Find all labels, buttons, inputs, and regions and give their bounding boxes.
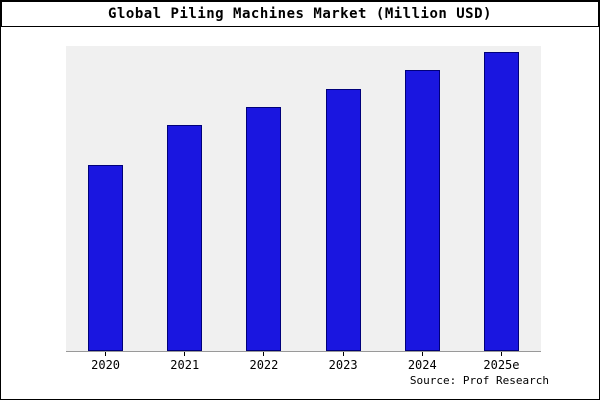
bar-2022 — [246, 107, 282, 351]
chart-title: Global Piling Machines Market (Million U… — [1, 1, 599, 27]
x-tick-label: 2021 — [170, 358, 200, 372]
bar-2025e — [483, 52, 519, 351]
bar-2021 — [167, 125, 203, 351]
x-tick-2025e: 2025e — [462, 352, 541, 372]
x-tick-label: 2020 — [91, 358, 121, 372]
source-text: Source: Prof Research — [409, 374, 549, 387]
tick-mark — [500, 352, 502, 356]
bar-column-2022 — [224, 46, 303, 351]
bar-group — [66, 46, 541, 351]
plot-area — [66, 46, 541, 352]
bar-2024 — [404, 70, 440, 351]
bar-column-2024 — [383, 46, 462, 351]
x-tick-label: 2023 — [328, 358, 358, 372]
x-tick-2023: 2023 — [304, 352, 383, 372]
x-tick-2020: 2020 — [66, 352, 145, 372]
x-tick-2024: 2024 — [383, 352, 462, 372]
x-tick-label: 2022 — [249, 358, 279, 372]
bar-column-2025e — [462, 46, 541, 351]
bar-column-2020 — [66, 46, 145, 351]
x-tick-label: 2025e — [483, 358, 520, 372]
bar-column-2023 — [304, 46, 383, 351]
bar-column-2021 — [145, 46, 224, 351]
x-axis-labels: 2020 2021 2022 2023 2024 2025e — [66, 352, 541, 372]
tick-mark — [421, 352, 423, 356]
x-tick-label: 2024 — [407, 358, 437, 372]
tick-mark — [342, 352, 344, 356]
tick-mark — [105, 352, 107, 356]
bar-2020 — [88, 164, 124, 351]
x-tick-2022: 2022 — [224, 352, 303, 372]
bar-2023 — [325, 88, 361, 351]
tick-mark — [263, 352, 265, 356]
x-tick-2021: 2021 — [145, 352, 224, 372]
tick-mark — [184, 352, 186, 356]
